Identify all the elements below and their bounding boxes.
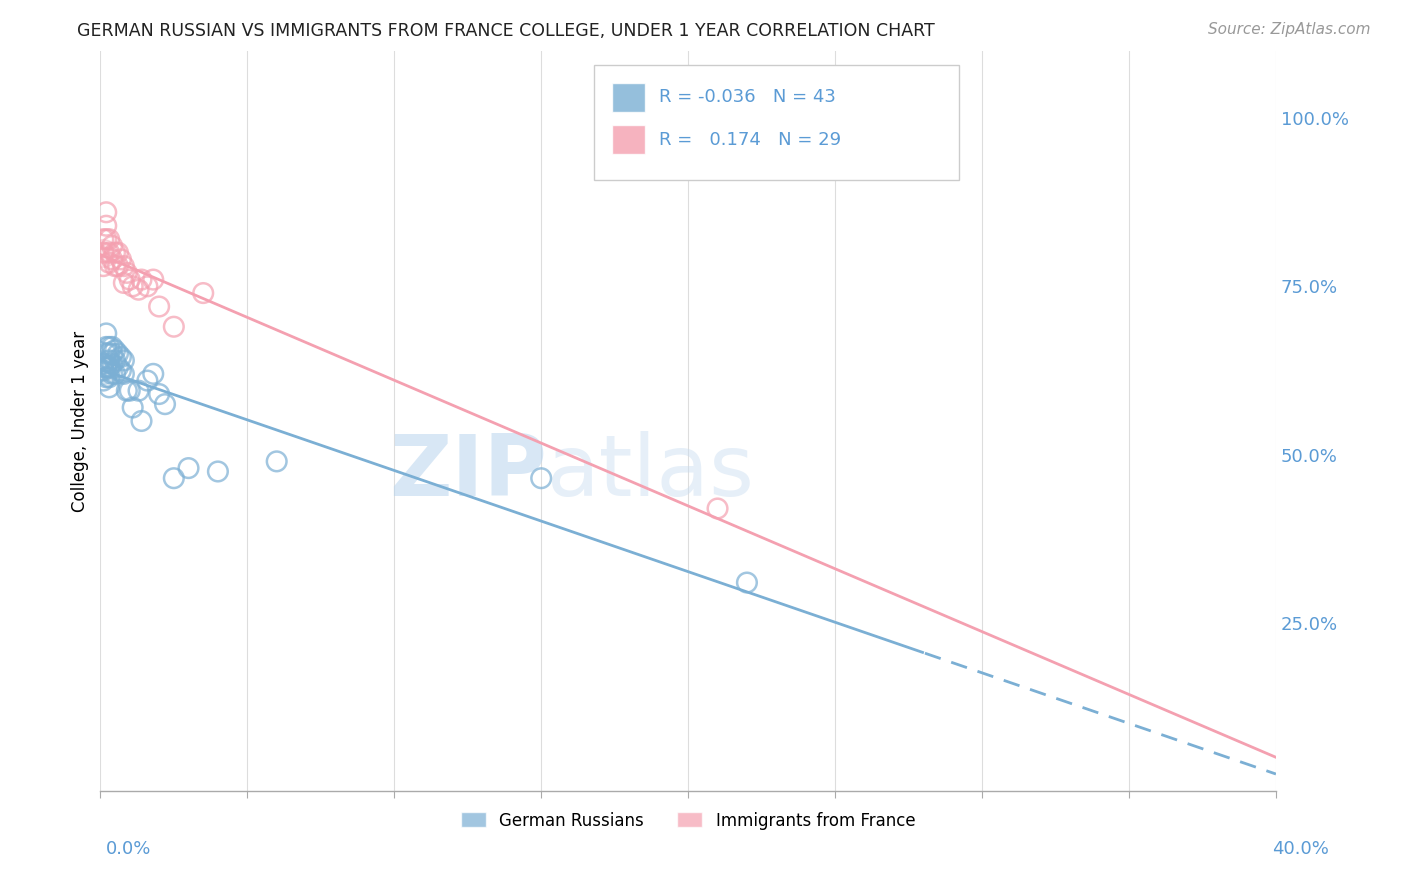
Point	[112, 367, 135, 381]
Point	[96, 232, 118, 246]
Point	[118, 272, 141, 286]
Legend: German Russians, Immigrants from France: German Russians, Immigrants from France	[454, 805, 922, 837]
Point	[148, 300, 170, 314]
Point	[101, 367, 124, 381]
Point	[136, 279, 159, 293]
Point	[110, 350, 132, 364]
Point	[98, 340, 121, 354]
Point	[101, 340, 124, 354]
Point	[104, 245, 127, 260]
Point	[98, 232, 121, 246]
Point	[153, 397, 176, 411]
Point	[107, 245, 129, 260]
Point	[128, 384, 150, 398]
Text: 40.0%: 40.0%	[1272, 840, 1329, 858]
Point	[112, 353, 135, 368]
Y-axis label: College, Under 1 year: College, Under 1 year	[72, 330, 89, 511]
Point	[101, 357, 124, 371]
Point	[706, 501, 728, 516]
Point	[131, 272, 153, 286]
Point	[98, 380, 121, 394]
Point	[148, 387, 170, 401]
FancyBboxPatch shape	[612, 125, 645, 154]
Point	[98, 346, 121, 360]
Point	[115, 266, 138, 280]
Point	[193, 286, 215, 301]
Text: 0.0%: 0.0%	[105, 840, 150, 858]
Point	[96, 360, 118, 375]
Point	[163, 319, 186, 334]
Point	[142, 367, 165, 381]
Text: R =   0.174   N = 29: R = 0.174 N = 29	[659, 130, 841, 149]
Point	[104, 343, 127, 358]
Point	[177, 461, 200, 475]
Point	[207, 465, 229, 479]
Point	[110, 252, 132, 267]
Point	[98, 360, 121, 375]
Point	[104, 353, 127, 368]
Point	[98, 245, 121, 260]
Point	[112, 276, 135, 290]
Point	[101, 239, 124, 253]
Point	[98, 370, 121, 384]
Point	[96, 340, 118, 354]
Point	[96, 326, 118, 341]
Point	[107, 360, 129, 375]
Text: atlas: atlas	[547, 432, 755, 515]
Point	[107, 346, 129, 360]
Point	[101, 346, 124, 360]
Point	[91, 360, 114, 375]
Point	[104, 259, 127, 273]
Text: ZIP: ZIP	[389, 432, 547, 515]
Text: GERMAN RUSSIAN VS IMMIGRANTS FROM FRANCE COLLEGE, UNDER 1 YEAR CORRELATION CHART: GERMAN RUSSIAN VS IMMIGRANTS FROM FRANCE…	[77, 22, 935, 40]
Point	[91, 360, 114, 375]
Point	[96, 370, 118, 384]
Point	[91, 363, 114, 377]
Point	[96, 346, 118, 360]
Point	[91, 245, 114, 260]
Point	[91, 357, 114, 371]
Point	[96, 205, 118, 219]
Point	[91, 232, 114, 246]
Point	[98, 353, 121, 368]
Point	[98, 256, 121, 270]
Point	[131, 414, 153, 428]
Point	[101, 252, 124, 267]
Text: R = -0.036   N = 43: R = -0.036 N = 43	[659, 88, 835, 106]
FancyBboxPatch shape	[612, 83, 645, 112]
Point	[118, 384, 141, 398]
Point	[112, 259, 135, 273]
Point	[96, 219, 118, 233]
Point	[266, 454, 288, 468]
Point	[121, 401, 143, 415]
Point	[115, 384, 138, 398]
Point	[91, 245, 114, 260]
Point	[142, 272, 165, 286]
Point	[121, 279, 143, 293]
Point	[110, 363, 132, 377]
Point	[136, 374, 159, 388]
Point	[107, 259, 129, 273]
Point	[163, 471, 186, 485]
FancyBboxPatch shape	[595, 65, 959, 180]
Point	[91, 374, 114, 388]
Point	[530, 471, 553, 485]
Point	[735, 575, 758, 590]
Text: Source: ZipAtlas.com: Source: ZipAtlas.com	[1208, 22, 1371, 37]
Point	[128, 283, 150, 297]
Point	[91, 259, 114, 273]
Point	[104, 367, 127, 381]
